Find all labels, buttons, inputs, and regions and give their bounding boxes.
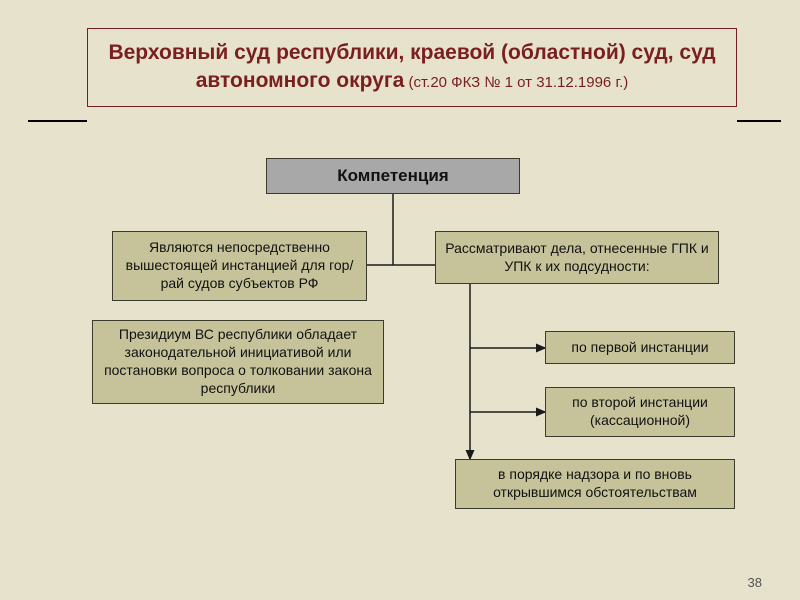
node-root: Компетенция: [266, 158, 520, 194]
slide-title: Верховный суд республики, краевой (облас…: [87, 28, 737, 107]
divider-left: [28, 120, 87, 122]
node-sub3: в порядке надзора и по вновь открывшимся…: [455, 459, 735, 509]
page-number: 38: [748, 575, 762, 590]
node-left1: Являются непосредственно вышестоящей инс…: [112, 231, 367, 301]
divider-right: [737, 120, 781, 122]
title-sub: (ст.20 ФКЗ № 1 от 31.12.1996 г.): [404, 74, 628, 91]
node-left2: Президиум ВС республики обладает законод…: [92, 320, 384, 404]
node-right1: Рассматривают дела, отнесенные ГПК и УПК…: [435, 231, 719, 284]
node-sub2: по второй инстанции (кассационной): [545, 387, 735, 437]
node-sub1: по первой инстанции: [545, 331, 735, 364]
